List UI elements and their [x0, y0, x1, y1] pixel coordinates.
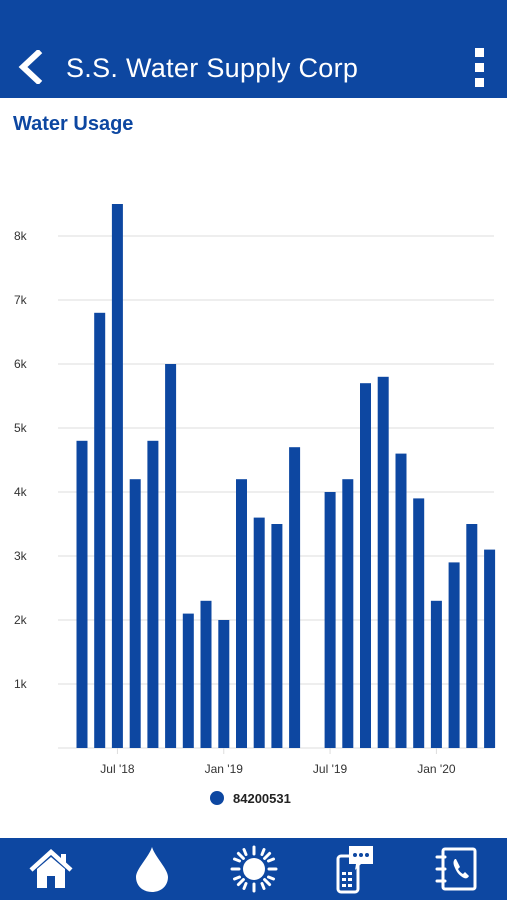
more-options-button[interactable] — [462, 44, 496, 90]
y-tick-label: 2k — [14, 613, 28, 627]
y-tick-label: 6k — [14, 357, 28, 371]
bar[interactable] — [76, 440, 88, 748]
water-drop-icon — [136, 847, 169, 892]
app-bar: S.S. Water Supply Corp — [0, 0, 507, 98]
water-usage-chart: 1k 2k 3k 4k 5k 6k 7k 8k Jul '18 Jan '19 Jul '19 Jan… — [0, 140, 507, 820]
app-title: S.S. Water Supply Corp — [66, 53, 359, 83]
x-tick-label: Jan '19 — [205, 762, 244, 776]
bar[interactable] — [342, 479, 354, 748]
nav-contact[interactable] — [406, 838, 507, 900]
bar[interactable] — [289, 447, 301, 748]
nav-messages[interactable] — [304, 838, 405, 900]
y-tick-label: 8k — [14, 229, 28, 243]
chevron-left-icon — [18, 50, 43, 84]
x-tick-label: Jan '20 — [417, 762, 456, 776]
chart-svg: 1k 2k 3k 4k 5k 6k 7k 8k Jul '18 Jan '19 Jul '19 Jan… — [14, 204, 496, 776]
bar[interactable] — [253, 517, 265, 748]
message-icon — [336, 846, 373, 894]
y-tick-label: 5k — [14, 421, 28, 435]
bar[interactable] — [111, 204, 123, 748]
more-vertical-icon-dot-3 — [474, 77, 484, 87]
chart-legend[interactable]: 84200531 — [210, 788, 291, 808]
bar[interactable] — [466, 524, 478, 748]
bar[interactable] — [271, 524, 283, 748]
nav-home[interactable] — [0, 838, 101, 900]
bar[interactable] — [430, 600, 442, 748]
y-tick-label: 4k — [14, 485, 28, 499]
more-vertical-icon-dot-1 — [474, 47, 484, 57]
bar[interactable] — [484, 549, 496, 748]
nav-weather[interactable] — [203, 838, 304, 900]
x-tick-label: Jul '19 — [313, 762, 348, 776]
section-title: Water Usage — [13, 113, 134, 135]
bar[interactable] — [200, 600, 212, 748]
back-button[interactable] — [10, 45, 50, 89]
sun-icon — [230, 845, 278, 893]
y-tick-label: 1k — [14, 677, 28, 691]
bar[interactable] — [377, 376, 389, 748]
bar[interactable] — [324, 492, 336, 748]
contact-phone-icon — [435, 847, 477, 891]
bar[interactable] — [218, 620, 230, 748]
bar[interactable] — [94, 312, 106, 748]
x-tick-label: Jul '18 — [100, 762, 135, 776]
y-tick-label: 3k — [14, 549, 28, 563]
bar[interactable] — [360, 383, 371, 748]
bar[interactable] — [236, 479, 247, 748]
bar[interactable] — [129, 479, 141, 748]
y-tick-label: 7k — [14, 293, 28, 307]
more-vertical-icon-dot-2 — [474, 62, 484, 72]
legend-marker — [210, 791, 224, 805]
bar[interactable] — [413, 498, 425, 748]
bar[interactable] — [182, 613, 194, 748]
bar[interactable] — [147, 440, 159, 748]
bar[interactable] — [165, 364, 177, 748]
home-icon — [29, 848, 73, 888]
bottom-nav — [0, 838, 507, 900]
legend-label: 84200531 — [233, 790, 291, 806]
bar[interactable] — [448, 562, 460, 748]
nav-water-usage[interactable] — [101, 838, 202, 900]
bar[interactable] — [395, 453, 407, 748]
